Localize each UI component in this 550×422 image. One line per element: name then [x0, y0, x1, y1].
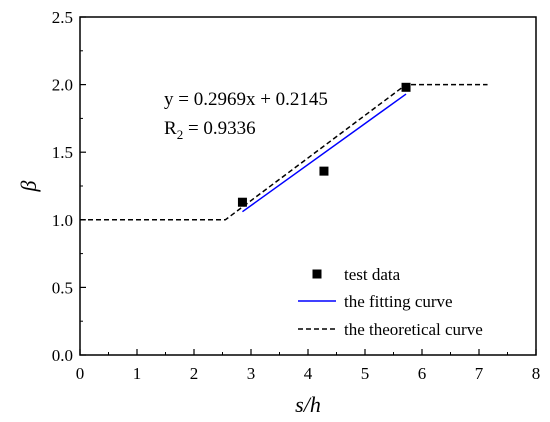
legend: test data the fitting curve the theoretica… — [298, 265, 483, 339]
fit-equation: y = 0.2969x + 0.2145 — [164, 89, 328, 110]
legend-label: the fitting curve — [344, 292, 453, 311]
y-tick-label: 2.0 — [52, 76, 73, 95]
legend-marker-test-data — [312, 269, 322, 279]
x-tick-label: 4 — [304, 364, 313, 383]
x-tick-label: 7 — [475, 364, 484, 383]
y-tick-label: 2.5 — [52, 8, 73, 27]
r2-value: = 0.9336 — [183, 118, 255, 139]
y-tick-label: 1.0 — [52, 211, 73, 230]
test-data-point — [319, 166, 329, 176]
x-tick-label: 5 — [361, 364, 370, 383]
legend-label: the theoretical curve — [344, 320, 483, 339]
x-tick-label: 6 — [418, 364, 427, 383]
y-tick-label: 0.0 — [52, 346, 73, 365]
x-tick-label: 0 — [76, 364, 85, 383]
plot-frame — [79, 16, 537, 356]
y-axis-title: β — [16, 180, 41, 192]
y-tick-label: 0.5 — [52, 278, 73, 297]
fit-r-squared: R2 = 0.9336 — [164, 118, 256, 142]
x-axis-title: s/h — [295, 392, 321, 417]
test-data-point — [237, 197, 247, 207]
y-tick-label: 1.5 — [52, 143, 73, 162]
fitting-curve — [242, 93, 407, 213]
legend-label: test data — [344, 265, 401, 284]
x-tick-label: 3 — [247, 364, 256, 383]
x-tick-label: 8 — [532, 364, 541, 383]
plot-marks — [80, 82, 488, 221]
x-tick-label: 2 — [190, 364, 199, 383]
x-tick-label: 1 — [133, 364, 142, 383]
theoretical-curve — [80, 83, 488, 221]
axis-ticks: 0 1 2 3 4 5 6 7 8 0.0 0.5 1.0 1.5 2.0 2.5 — [52, 8, 541, 383]
r2-label: R — [164, 118, 177, 139]
test-data-point — [401, 82, 411, 92]
r2-subscript: 2 — [177, 127, 184, 142]
